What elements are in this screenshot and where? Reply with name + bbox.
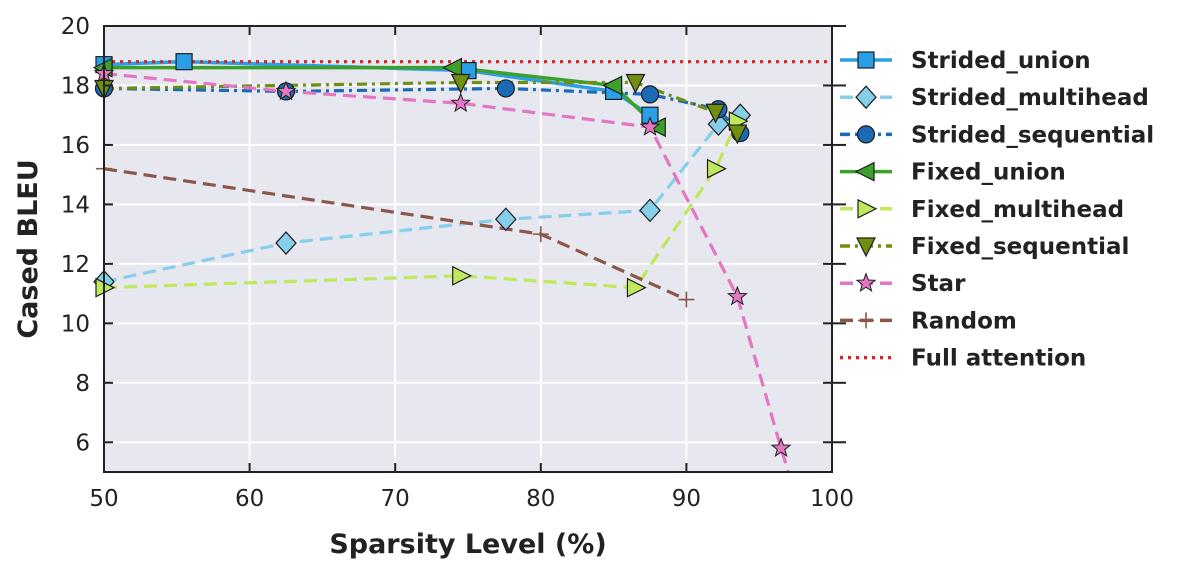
legend-label-strided-sequential: Strided_sequential bbox=[911, 122, 1154, 148]
y-tick-label: 6 bbox=[75, 430, 90, 456]
x-tick-label: 60 bbox=[235, 486, 264, 512]
y-tick-label: 12 bbox=[61, 252, 90, 278]
data-point-star bbox=[770, 437, 792, 458]
legend-marker-strided-multihead bbox=[855, 85, 877, 110]
legend-label-fixed-union: Fixed_union bbox=[911, 160, 1066, 186]
series-line-fixed-union bbox=[104, 65, 659, 129]
x-tick-label: 100 bbox=[810, 486, 854, 512]
legend-label-fixed-sequential: Fixed_sequential bbox=[911, 234, 1129, 260]
y-tick-label: 20 bbox=[61, 14, 90, 40]
data-point-random bbox=[678, 291, 695, 308]
legend-label-strided-union: Strided_union bbox=[911, 48, 1091, 74]
data-point-fixed-sequential bbox=[625, 73, 646, 94]
legend: Strided_union Strided_multihead Strided_se… bbox=[840, 48, 1154, 372]
y-tick-label: 14 bbox=[61, 192, 90, 218]
data-point-fixed-sequential bbox=[450, 73, 471, 94]
legend-label-star: Star bbox=[911, 271, 966, 297]
legend-marker-strided-sequential bbox=[856, 125, 876, 144]
data-point-strided-union bbox=[175, 53, 193, 71]
legend-label-strided-multihead: Strided_multihead bbox=[911, 85, 1149, 111]
x-tick-label: 50 bbox=[89, 486, 118, 512]
data-point-strided-multihead bbox=[639, 198, 661, 223]
data-point-fixed-multihead bbox=[706, 158, 727, 179]
x-axis-title: Sparsity Level (%) bbox=[329, 529, 606, 560]
y-tick-label: 16 bbox=[61, 133, 90, 159]
data-point-strided-multihead bbox=[495, 207, 517, 232]
y-tick-label: 10 bbox=[61, 311, 90, 337]
x-tick-label: 80 bbox=[526, 486, 555, 512]
legend-label-random: Random bbox=[911, 308, 1017, 334]
legend-marker-fixed-multihead bbox=[857, 198, 878, 219]
y-tick-label: 8 bbox=[75, 371, 90, 397]
data-point-fixed-sequential bbox=[705, 103, 726, 124]
data-point-star bbox=[639, 116, 661, 136]
plot-background bbox=[104, 26, 832, 472]
data-point-star bbox=[450, 92, 472, 113]
legend-marker-strided-union bbox=[857, 51, 875, 69]
data-point-star bbox=[726, 285, 748, 306]
data-point-fixed-sequential bbox=[727, 124, 748, 145]
data-point-strided-sequential bbox=[640, 85, 660, 104]
data-point-fixed-multihead bbox=[626, 277, 647, 298]
data-point-fixed-union bbox=[602, 75, 623, 96]
axis-ticks: 50 60 70 80 90 100 6 8 10 12 14 16 18 20 bbox=[61, 14, 854, 512]
plot-frame bbox=[103, 25, 833, 473]
data-point-strided-sequential bbox=[496, 79, 515, 98]
data-point-star bbox=[275, 80, 297, 101]
data-point-random bbox=[532, 226, 549, 243]
data-point-strided-multihead bbox=[275, 231, 297, 255]
legend-marker-fixed-union bbox=[854, 161, 875, 182]
y-tick-label: 18 bbox=[61, 73, 90, 99]
x-tick-label: 70 bbox=[381, 486, 410, 512]
y-axis-title: Cased BLEU bbox=[13, 159, 44, 338]
legend-label-fixed-multihead: Fixed_multihead bbox=[911, 197, 1124, 223]
legend-marker-fixed-sequential bbox=[856, 237, 876, 258]
data-point-fixed-union bbox=[442, 57, 463, 78]
data-point-fixed-multihead bbox=[452, 265, 473, 286]
legend-marker-star bbox=[855, 272, 877, 293]
data-point-fixed-union bbox=[645, 117, 666, 138]
legend-label-full-attention: Full attention bbox=[911, 346, 1086, 372]
x-tick-label: 90 bbox=[672, 486, 701, 512]
legend-marker-random bbox=[858, 312, 874, 329]
